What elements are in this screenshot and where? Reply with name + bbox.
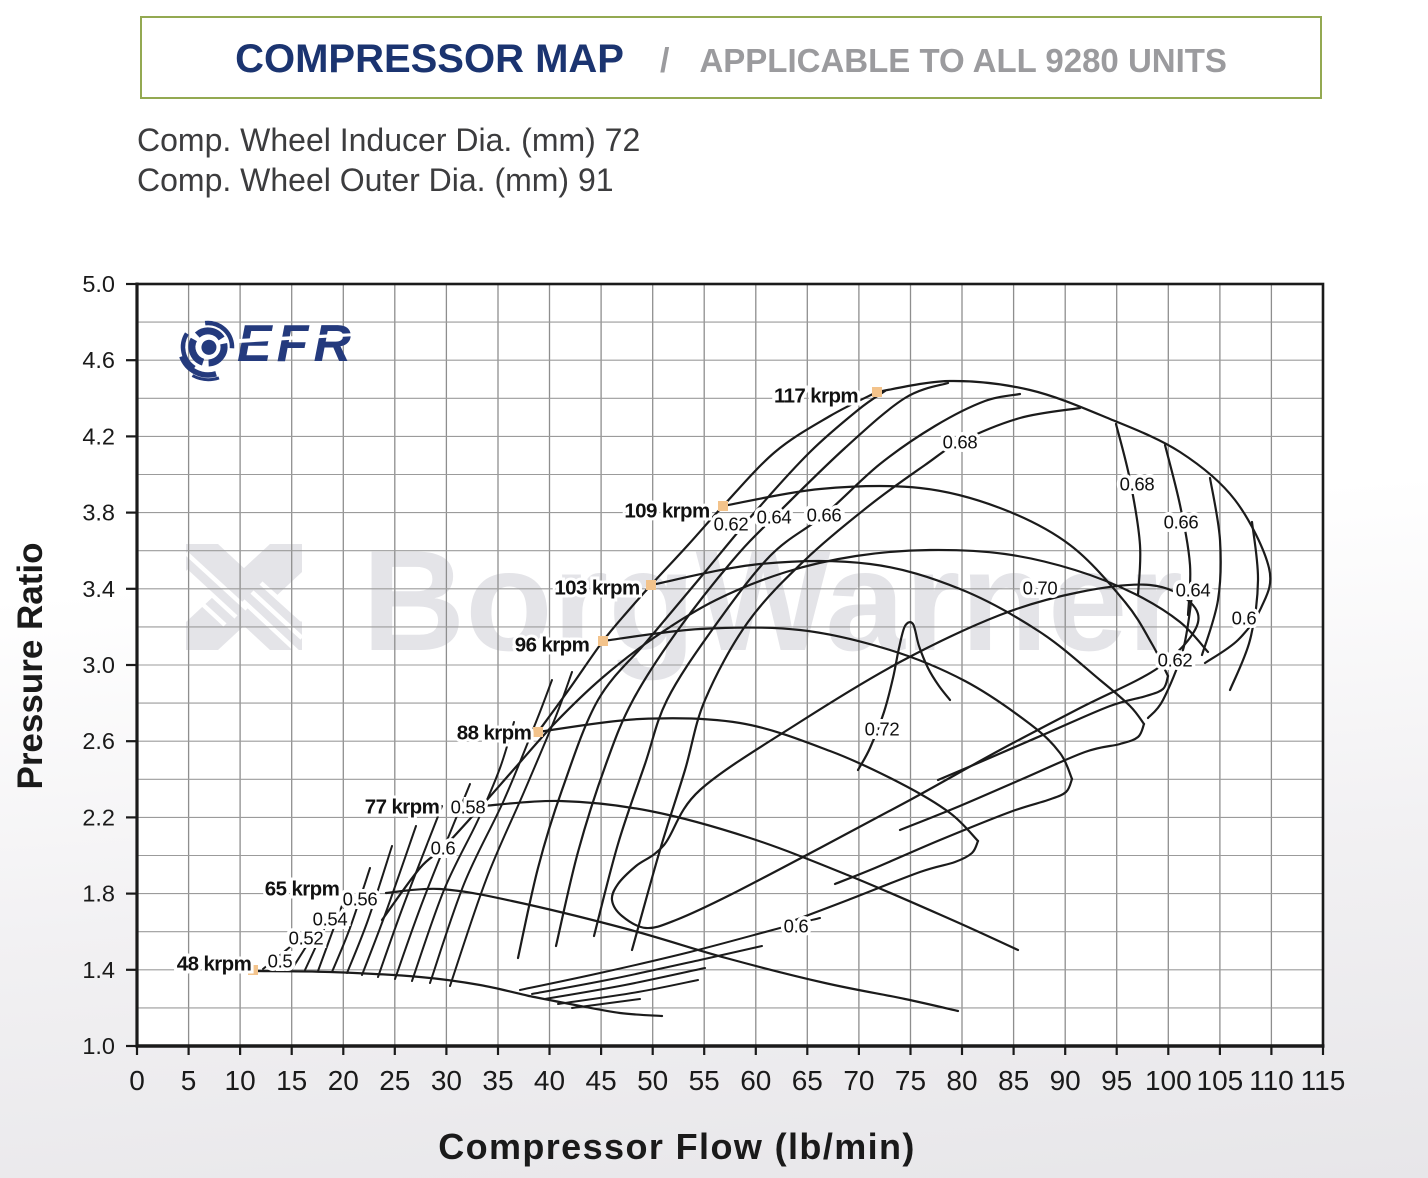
- svg-text:55: 55: [689, 1065, 720, 1096]
- svg-text:48 krpm: 48 krpm: [177, 953, 251, 976]
- svg-text:0.68: 0.68: [943, 432, 978, 453]
- svg-text:103 krpm: 103 krpm: [554, 577, 639, 600]
- svg-text:EFR: EFR: [237, 315, 356, 373]
- svg-text:4.2: 4.2: [82, 423, 115, 449]
- svg-text:0.5: 0.5: [268, 951, 293, 972]
- svg-text:3.4: 3.4: [82, 576, 115, 602]
- svg-text:2.2: 2.2: [82, 804, 115, 830]
- svg-text:117 krpm: 117 krpm: [774, 385, 858, 408]
- svg-text:45: 45: [586, 1065, 617, 1096]
- svg-text:10: 10: [225, 1065, 256, 1096]
- svg-text:0.6: 0.6: [784, 916, 809, 937]
- svg-text:4.6: 4.6: [82, 347, 115, 373]
- svg-text:3.8: 3.8: [82, 500, 115, 526]
- svg-text:65 krpm: 65 krpm: [265, 878, 339, 901]
- svg-text:105: 105: [1197, 1065, 1244, 1096]
- svg-text:0.62: 0.62: [714, 514, 749, 535]
- svg-text:0.6: 0.6: [1232, 608, 1257, 629]
- svg-text:50: 50: [637, 1065, 668, 1096]
- svg-text:1.8: 1.8: [82, 881, 115, 907]
- svg-text:0.56: 0.56: [343, 889, 378, 910]
- svg-text:0.64: 0.64: [1176, 580, 1211, 601]
- svg-text:95: 95: [1101, 1065, 1132, 1096]
- svg-text:70: 70: [843, 1065, 874, 1096]
- svg-text:5.0: 5.0: [82, 271, 115, 297]
- svg-text:75: 75: [895, 1065, 926, 1096]
- svg-text:3.0: 3.0: [82, 652, 115, 678]
- svg-text:0.58: 0.58: [451, 797, 486, 818]
- svg-text:0.54: 0.54: [313, 909, 348, 930]
- svg-text:0.68: 0.68: [1120, 474, 1155, 495]
- svg-text:2.6: 2.6: [82, 728, 115, 754]
- svg-text:60: 60: [740, 1065, 771, 1096]
- svg-text:0.72: 0.72: [865, 719, 900, 740]
- svg-text:0.6: 0.6: [431, 838, 456, 859]
- svg-text:80: 80: [946, 1065, 977, 1096]
- svg-text:100: 100: [1145, 1065, 1192, 1096]
- svg-text:85: 85: [998, 1065, 1029, 1096]
- svg-text:35: 35: [482, 1065, 513, 1096]
- svg-text:110: 110: [1249, 1065, 1294, 1096]
- svg-text:88 krpm: 88 krpm: [457, 722, 531, 745]
- svg-text:25: 25: [379, 1065, 410, 1096]
- svg-text:115: 115: [1301, 1065, 1346, 1096]
- svg-text:30: 30: [431, 1065, 462, 1096]
- svg-text:0.52: 0.52: [289, 928, 324, 949]
- svg-text:BorgWarner: BorgWarner: [362, 522, 1183, 681]
- svg-text:0: 0: [129, 1065, 145, 1096]
- svg-text:15: 15: [276, 1065, 307, 1096]
- svg-text:0.66: 0.66: [1164, 512, 1199, 533]
- svg-text:109 krpm: 109 krpm: [624, 500, 709, 523]
- svg-text:40: 40: [534, 1065, 565, 1096]
- svg-text:0.62: 0.62: [1158, 650, 1193, 671]
- svg-text:65: 65: [792, 1065, 823, 1096]
- svg-text:77 krpm: 77 krpm: [365, 796, 439, 819]
- svg-text:0.70: 0.70: [1023, 578, 1058, 599]
- svg-text:1.4: 1.4: [82, 957, 115, 983]
- svg-text:0.66: 0.66: [807, 505, 842, 526]
- svg-text:1.0: 1.0: [82, 1033, 115, 1059]
- svg-text:0.64: 0.64: [757, 507, 792, 528]
- svg-text:20: 20: [328, 1065, 359, 1096]
- svg-text:96 krpm: 96 krpm: [515, 634, 589, 657]
- svg-text:5: 5: [181, 1065, 197, 1096]
- svg-text:90: 90: [1050, 1065, 1081, 1096]
